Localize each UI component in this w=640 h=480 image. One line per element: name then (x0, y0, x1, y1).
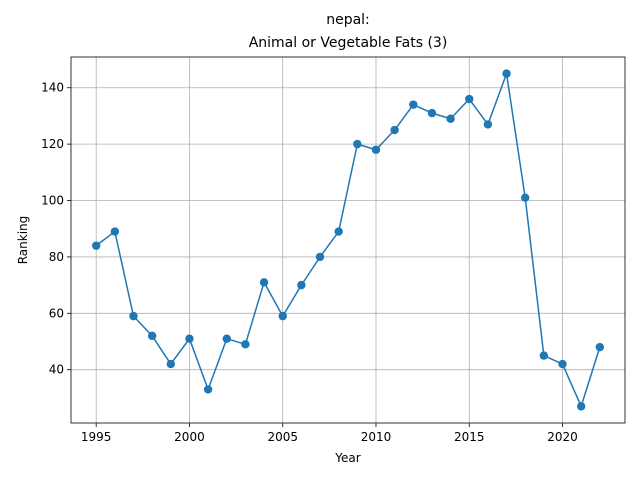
data-point (185, 334, 194, 343)
data-point (539, 351, 549, 360)
chart-title-line1: nepal: (326, 12, 370, 28)
grid (71, 57, 625, 423)
data-point (353, 139, 362, 149)
data-point (465, 94, 474, 104)
data-point (446, 114, 455, 123)
plot-series (91, 69, 605, 411)
data-point (166, 359, 175, 369)
data-point (409, 100, 418, 109)
data-point (91, 241, 101, 250)
data-point (334, 227, 343, 236)
x-tick-label: 2010 (361, 430, 392, 444)
data-point (595, 342, 605, 352)
data-point (147, 331, 157, 341)
chart-title-line2: Animal or Vegetable Fats (3) (249, 35, 448, 51)
x-tick-label: 2005 (267, 430, 298, 444)
y-ticks: 40 60 80 100 120 140 (41, 81, 71, 377)
x-axis-label: Year (334, 451, 360, 465)
data-point (297, 280, 306, 290)
data-point (278, 311, 287, 321)
y-tick-label: 60 (49, 306, 64, 320)
data-point (427, 108, 437, 118)
x-tick-label: 2015 (454, 430, 485, 444)
data-point (576, 402, 586, 411)
y-axis-label: Ranking (16, 216, 30, 265)
y-tick-label: 120 (41, 137, 64, 151)
data-point (241, 340, 250, 349)
series-line (95, 72, 601, 408)
data-point (371, 145, 381, 154)
x-ticks: 1995 2000 2005 2010 2015 2020 (81, 423, 578, 444)
data-point (259, 278, 269, 287)
data-point (390, 125, 399, 135)
data-point (521, 193, 530, 202)
data-point (203, 385, 213, 394)
plot-frame (70, 56, 626, 424)
data-point (502, 69, 511, 78)
x-tick-label: 2020 (547, 430, 578, 444)
y-tick-label: 80 (49, 250, 64, 264)
data-point (483, 120, 493, 129)
y-tick-label: 100 (41, 194, 64, 208)
data-point (110, 227, 120, 236)
data-point (315, 252, 325, 262)
data-point (222, 334, 231, 343)
y-tick-label: 140 (41, 81, 64, 95)
x-tick-label: 2000 (174, 430, 205, 444)
data-point (558, 359, 567, 369)
x-tick-label: 1995 (81, 430, 112, 444)
y-tick-label: 40 (49, 363, 64, 377)
data-point (129, 311, 138, 321)
